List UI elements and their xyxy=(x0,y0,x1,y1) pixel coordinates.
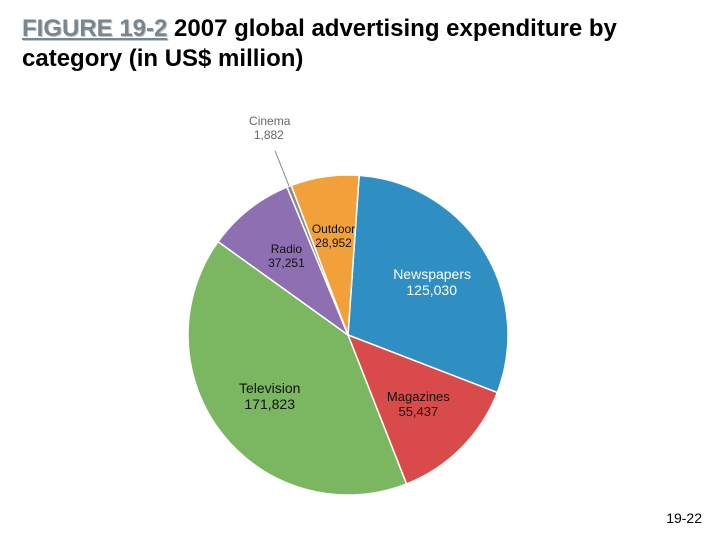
slice-label-value: 125,030 xyxy=(393,282,470,298)
slice-label-television: Television171,823 xyxy=(231,380,308,412)
slice-label-cinema: Cinema1,882 xyxy=(249,115,289,143)
page-title: FIGURE 19-2 2007 global advertising expe… xyxy=(22,14,690,74)
slice-label-name: Magazines xyxy=(386,390,450,405)
pie-chart: Newspapers125,030 Magazines55,437 Televisi… xyxy=(130,105,570,505)
slice-label-value: 55,437 xyxy=(386,405,450,420)
slice-label-name: Newspapers xyxy=(393,266,470,282)
pie-svg xyxy=(130,105,570,505)
slice-label-magazines: Magazines55,437 xyxy=(386,390,450,420)
page-number: 19-22 xyxy=(666,510,702,526)
slice-label-name: Outdoor xyxy=(310,223,356,237)
slice-label-name: Radio xyxy=(267,243,307,257)
leader-line-cinema xyxy=(275,151,289,186)
slice-label-newspapers: Newspapers125,030 xyxy=(393,266,470,298)
slice-label-value: 37,251 xyxy=(267,257,307,271)
figure-label: FIGURE 19-2 xyxy=(22,15,167,42)
slice-label-value: 1,882 xyxy=(249,129,289,143)
slice-label-outdoor: Outdoor28,952 xyxy=(310,223,356,251)
slice-label-value: 171,823 xyxy=(231,396,308,412)
page: FIGURE 19-2 2007 global advertising expe… xyxy=(0,0,720,540)
slice-label-radio: Radio37,251 xyxy=(267,243,307,271)
slice-label-value: 28,952 xyxy=(310,237,356,251)
slice-label-name: Television xyxy=(231,380,308,396)
slice-label-name: Cinema xyxy=(249,115,289,129)
